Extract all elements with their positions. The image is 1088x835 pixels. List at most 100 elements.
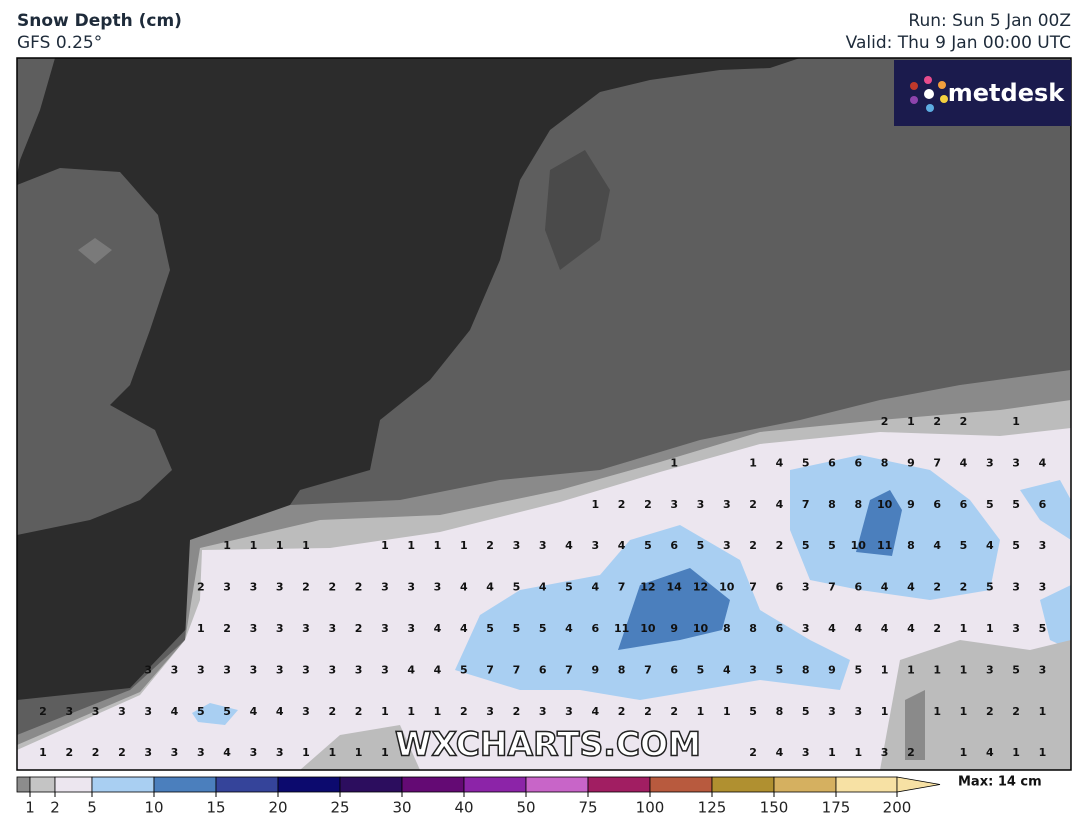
depth-value: 1	[381, 746, 389, 759]
depth-value: 6	[854, 456, 862, 469]
depth-value: 1	[986, 622, 994, 635]
depth-value: 3	[723, 539, 731, 552]
depth-value: 1	[960, 705, 968, 718]
depth-value: 4	[960, 456, 968, 469]
colorbar-label: 75	[578, 799, 597, 817]
depth-value: 4	[881, 622, 889, 635]
depth-value: 4	[776, 456, 784, 469]
depth-value: 4	[460, 622, 468, 635]
depth-value: 2	[197, 581, 205, 594]
colorbar-box	[587, 776, 651, 793]
depth-value: 6	[591, 622, 599, 635]
colorbar-label: 200	[883, 799, 912, 817]
depth-value: 1	[407, 539, 415, 552]
depth-value: 1	[223, 539, 231, 552]
depth-value: 10	[693, 622, 709, 635]
depth-value: 5	[1012, 498, 1020, 511]
depth-value: 3	[118, 705, 126, 718]
colorbar-label: 20	[268, 799, 287, 817]
depth-value: 3	[144, 705, 152, 718]
colorbar: 1 2 5 10 15 20 25 30 40 50 75 100 125 150 175 200	[16, 776, 941, 817]
depth-value: 5	[565, 581, 573, 594]
depth-value: 4	[933, 539, 941, 552]
colorbar-label: 1	[25, 799, 35, 817]
depth-value: 4	[881, 581, 889, 594]
depth-value: 1	[39, 746, 47, 759]
depth-value: 3	[539, 705, 547, 718]
colorbar-label: 150	[760, 799, 789, 817]
depth-value: 3	[591, 539, 599, 552]
depth-value: 3	[1012, 581, 1020, 594]
depth-value: 8	[881, 456, 889, 469]
logo-box	[894, 60, 1071, 126]
logo-icon	[910, 76, 948, 112]
depth-value: 2	[328, 705, 336, 718]
depth-value: 1	[381, 705, 389, 718]
depth-value: 4	[407, 663, 415, 676]
depth-value: 5	[854, 663, 862, 676]
colorbar-box	[54, 776, 93, 793]
depth-value: 3	[223, 581, 231, 594]
depth-value: 1	[407, 705, 415, 718]
colorbar-label: 15	[206, 799, 225, 817]
title: Snow Depth (cm)	[17, 11, 182, 31]
depth-value: 5	[197, 705, 205, 718]
depth-value: 8	[907, 539, 915, 552]
depth-value: 9	[907, 456, 915, 469]
depth-value: 10	[640, 622, 656, 635]
depth-value: 3	[302, 622, 310, 635]
colorbar-label: 5	[87, 799, 97, 817]
depth-value: 3	[250, 663, 258, 676]
colorbar-box	[401, 776, 465, 793]
depth-value: 1	[460, 539, 468, 552]
model: GFS 0.25°	[17, 33, 102, 53]
depth-value: 3	[434, 581, 442, 594]
depth-value: 3	[328, 622, 336, 635]
depth-value: 3	[92, 705, 100, 718]
depth-value: 1	[355, 746, 363, 759]
depth-value: 7	[513, 663, 521, 676]
depth-value: 6	[828, 456, 836, 469]
depth-value: 5	[513, 581, 521, 594]
depth-value: 1	[434, 705, 442, 718]
depth-value: 3	[276, 663, 284, 676]
depth-value: 9	[670, 622, 678, 635]
colorbar-label: 10	[144, 799, 163, 817]
depth-value: 1	[933, 663, 941, 676]
depth-value: 6	[960, 498, 968, 511]
depth-value: 6	[854, 581, 862, 594]
depth-value: 3	[854, 705, 862, 718]
depth-value: 2	[618, 705, 626, 718]
logo: metdesk	[948, 79, 1066, 107]
depth-value: 8	[802, 663, 810, 676]
depth-value: 2	[355, 622, 363, 635]
depth-value: 1	[1012, 415, 1020, 428]
depth-value: 4	[776, 498, 784, 511]
depth-value: 3	[302, 663, 310, 676]
depth-value: 4	[986, 746, 994, 759]
depth-value: 3	[223, 663, 231, 676]
depth-value: 2	[92, 746, 100, 759]
depth-value: 1	[881, 663, 889, 676]
depth-value: 3	[250, 581, 258, 594]
depth-value: 5	[1039, 622, 1047, 635]
depth-value: 2	[986, 705, 994, 718]
depth-value: 2	[907, 746, 915, 759]
depth-value: 3	[697, 498, 705, 511]
depth-value: 3	[276, 622, 284, 635]
depth-value: 1	[328, 746, 336, 759]
depth-value: 7	[828, 581, 836, 594]
depth-value: 4	[565, 539, 573, 552]
depth-value: 2	[933, 581, 941, 594]
depth-value: 10	[877, 498, 893, 511]
depth-value: 5	[1012, 663, 1020, 676]
depth-value: 3	[276, 581, 284, 594]
depth-value: 7	[565, 663, 573, 676]
depth-value: 10	[719, 581, 735, 594]
depth-value: 5	[513, 622, 521, 635]
depth-value: 5	[776, 663, 784, 676]
depth-value: 2	[670, 705, 678, 718]
depth-value: 5	[986, 498, 994, 511]
depth-value: 4	[486, 581, 494, 594]
depth-value: 9	[907, 498, 915, 511]
